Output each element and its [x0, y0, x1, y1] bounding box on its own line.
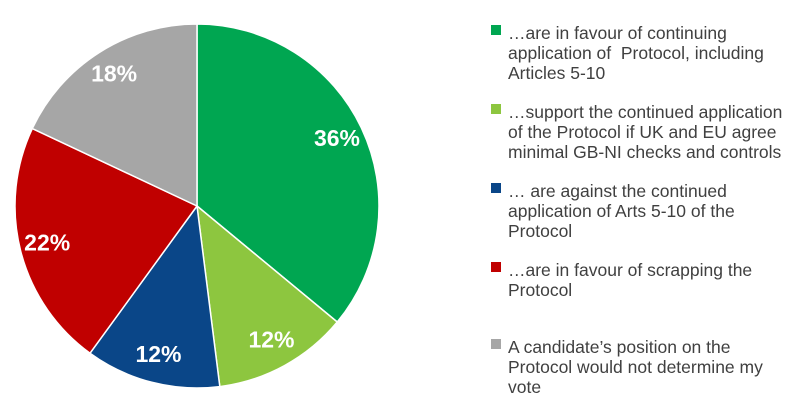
svg-text:18%: 18% — [91, 60, 137, 86]
svg-text:12%: 12% — [248, 327, 294, 353]
svg-text:36%: 36% — [314, 125, 360, 151]
svg-text:22%: 22% — [24, 230, 70, 256]
svg-text:12%: 12% — [135, 341, 181, 367]
